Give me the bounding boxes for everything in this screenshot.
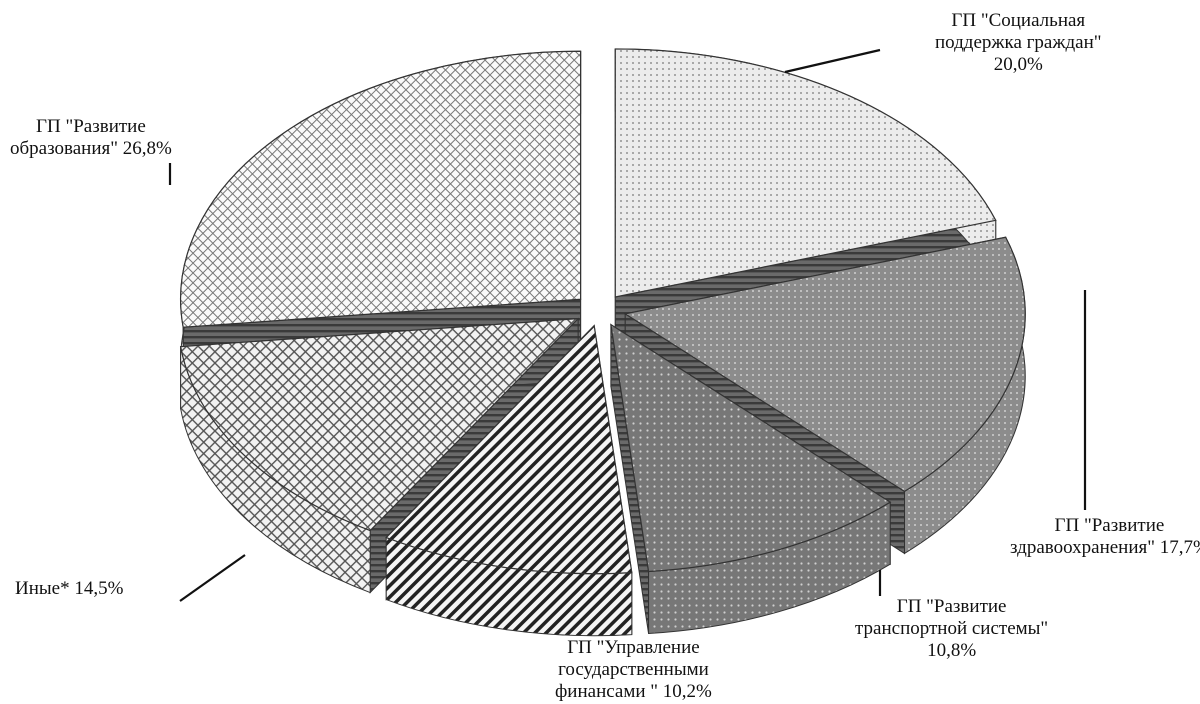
leader-line-0 xyxy=(784,48,881,74)
pie-slice-2 xyxy=(610,323,892,635)
slice-label-line: ГП "Развитие xyxy=(1054,515,1165,536)
slice-label-line: Иные* 14,5% xyxy=(15,578,124,599)
slice-label-line: ГП "Управление xyxy=(567,637,700,658)
slice-label-1: ГП "Развитие здравоохранения" 17,7% xyxy=(1010,515,1200,559)
slice-label-4: Иные* 14,5% xyxy=(15,578,123,600)
slice-label-line: финансами " 10,2% xyxy=(555,681,712,702)
slice-label-line: образования" 26,8% xyxy=(10,138,172,159)
slice-label-2: ГП "Развитие транспортной системы" 10,8% xyxy=(855,596,1048,662)
pie-slice-3 xyxy=(385,324,633,637)
slice-label-line: 20,0% xyxy=(993,54,1043,75)
slice-label-3: ГП "Управление государственными финансами … xyxy=(555,637,712,703)
slice-label-line: транспортной системы" xyxy=(855,618,1049,639)
slice-label-line: ГП "Развитие xyxy=(36,116,146,137)
slice-label-line: здравоохранения" 17,7% xyxy=(1010,537,1200,558)
slice-label-line: ГП "Развитие xyxy=(896,596,1007,617)
slice-label-line: ГП "Социальная xyxy=(951,10,1086,31)
slice-label-line: государственными xyxy=(558,659,709,680)
slice-label-5: ГП "Развитие образования" 26,8% xyxy=(10,116,172,160)
slice-label-line: поддержка граждан" xyxy=(935,32,1102,53)
slice-label-line: 10,8% xyxy=(927,640,977,661)
leader-line-4 xyxy=(179,554,246,602)
slice-label-0: ГП "Социальная поддержка граждан" 20,0% xyxy=(935,10,1102,76)
